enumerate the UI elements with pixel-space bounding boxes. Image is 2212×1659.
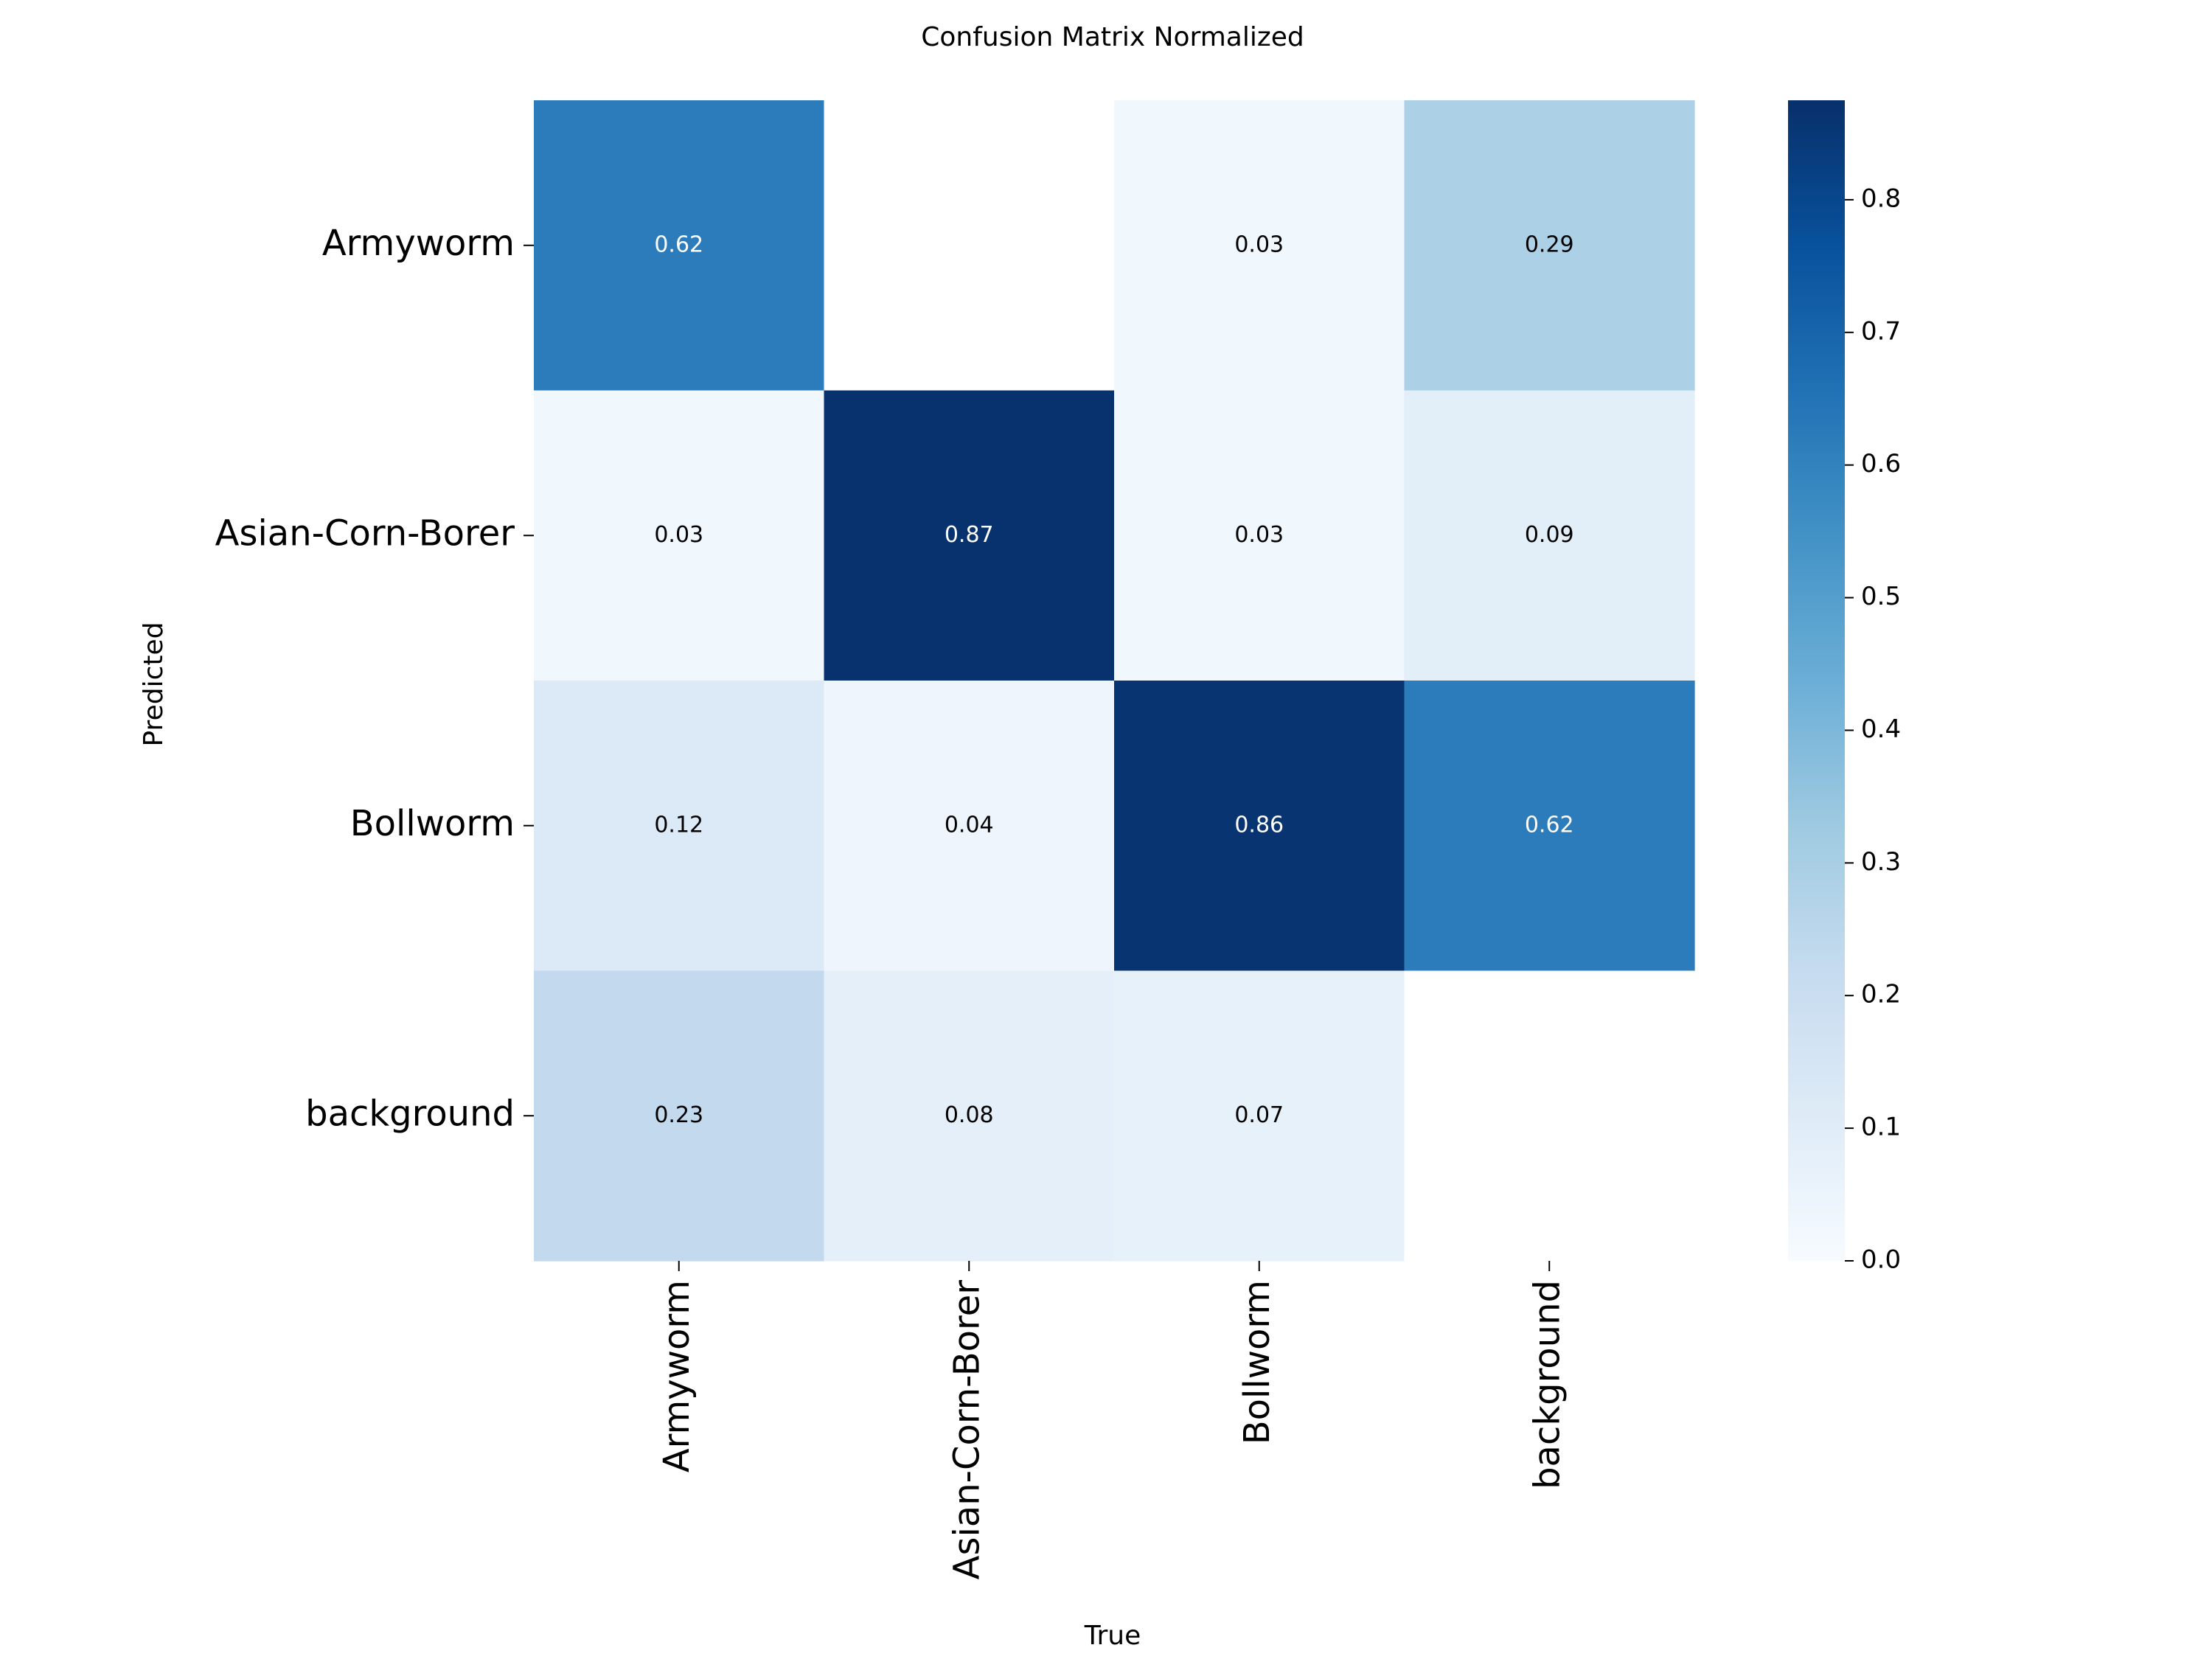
y-tick-label: Asian-Corn-Borer xyxy=(215,512,515,554)
colorbar-tick-label: 0.7 xyxy=(1861,316,1901,346)
heatmap-cell-labels: 0.62 0.03 0.29 0.03 0.87 0.03 0.09 0.12 0.04 0.86… xyxy=(654,232,1573,1128)
colorbar-tick-label: 0.3 xyxy=(1861,847,1901,877)
colorbar-tick-label: 0.6 xyxy=(1861,449,1901,479)
cell-value-label: 0.23 xyxy=(654,1102,703,1128)
heatmap-cell xyxy=(1404,681,1695,972)
cell-value-label: 0.12 xyxy=(654,812,703,838)
heatmap-cell xyxy=(534,681,825,972)
y-axis-label: Predicted xyxy=(139,622,169,747)
cell-value-label: 0.07 xyxy=(1234,1102,1284,1128)
cell-value-label: 0.09 xyxy=(1525,522,1574,548)
heatmap-cell xyxy=(1114,681,1405,972)
y-axis: Armyworm Asian-Corn-Borer Bollworm backgrou… xyxy=(215,223,534,1134)
heatmap-cell xyxy=(1114,100,1405,392)
cell-value-label: 0.87 xyxy=(945,522,994,548)
cell-value-label: 0.86 xyxy=(1234,812,1284,838)
heatmap-cell xyxy=(1404,100,1695,392)
heatmap-cell xyxy=(824,970,1115,1262)
cell-value-label: 0.08 xyxy=(945,1102,994,1128)
heatmap-cell xyxy=(1114,390,1405,681)
cell-value-label: 0.62 xyxy=(1525,812,1574,838)
colorbar-tick-label: 0.8 xyxy=(1861,184,1901,213)
heatmap-cell xyxy=(824,390,1115,681)
y-tick-label: background xyxy=(305,1093,515,1134)
x-tick-label: Asian-Corn-Borer xyxy=(946,1280,987,1580)
x-tick-label: background xyxy=(1526,1280,1568,1489)
cell-value-label: 0.62 xyxy=(654,232,703,257)
heatmap-cell xyxy=(534,390,825,681)
cell-value-label: 0.04 xyxy=(945,812,994,838)
heatmap-cell xyxy=(824,681,1115,972)
x-axis: Armyworm Asian-Corn-Borer Bollworm backgrou… xyxy=(656,1261,1568,1579)
heatmap-cell xyxy=(1404,970,1695,1262)
colorbar-tick-label: 0.1 xyxy=(1861,1113,1901,1142)
heatmap-cell xyxy=(1114,970,1405,1262)
x-tick-label: Armyworm xyxy=(656,1280,698,1472)
y-tick-label: Armyworm xyxy=(322,223,515,264)
colorbar-tick-label: 0.5 xyxy=(1861,582,1901,611)
cell-value-label: 0.03 xyxy=(654,522,703,548)
colorbar xyxy=(1788,100,1845,1261)
chart-title: Confusion Matrix Normalized xyxy=(921,22,1304,52)
colorbar-tick-label: 0.2 xyxy=(1861,980,1901,1009)
cell-value-label: 0.03 xyxy=(1234,232,1284,257)
heatmap-cell xyxy=(534,100,825,392)
colorbar-tick-label: 0.4 xyxy=(1861,714,1901,744)
colorbar-tick-label: 0.0 xyxy=(1861,1245,1901,1275)
heatmap-cells xyxy=(534,100,1695,1262)
heatmap-cell xyxy=(1404,390,1695,681)
cell-value-label: 0.03 xyxy=(1234,522,1284,548)
colorbar-ticks: 0.0 0.1 0.2 0.3 0.4 0.5 0.6 0.7 0.8 xyxy=(1845,184,1901,1275)
y-tick-label: Bollworm xyxy=(350,803,515,844)
x-tick-label: Bollworm xyxy=(1237,1280,1278,1444)
cell-value-label: 0.29 xyxy=(1525,232,1574,257)
heatmap-cell xyxy=(534,970,825,1262)
x-axis-label: True xyxy=(1084,1621,1141,1651)
heatmap-cell xyxy=(824,100,1115,392)
